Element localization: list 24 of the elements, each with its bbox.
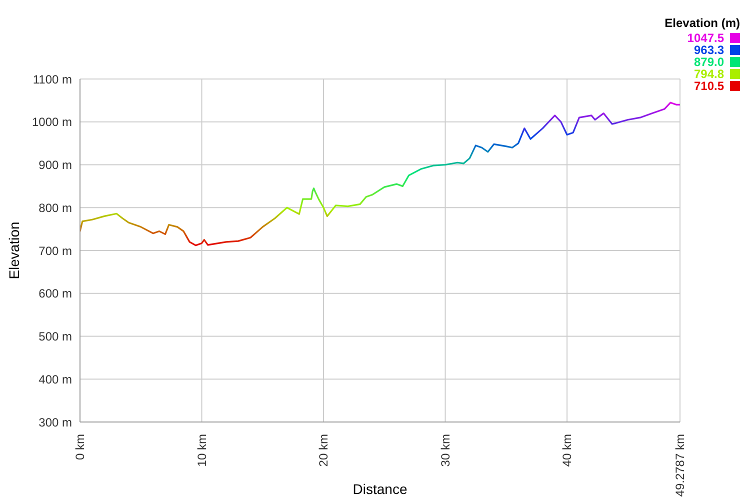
x-tick-label: 10 km: [194, 434, 209, 467]
x-tick-label: 30 km: [438, 434, 452, 467]
x-tick-label: 49.2787 km: [673, 434, 687, 497]
y-axis-title: Elevation: [6, 222, 22, 280]
color-bar-title: Elevation (m): [664, 16, 740, 30]
color-bar-label: 879.0: [694, 55, 724, 69]
y-tick-label: 900 m: [38, 158, 72, 172]
y-tick-label: 600 m: [38, 286, 72, 301]
line-series: [80, 102, 680, 246]
y-tick-label: 500 m: [38, 330, 72, 344]
y-tick-label: 1100 m: [32, 72, 72, 86]
color-bar-label: 963.3: [694, 43, 724, 57]
y-tick-label: 800 m: [38, 200, 72, 215]
color-bar-label: 710.5: [694, 79, 724, 93]
y-tick-label: 700 m: [38, 244, 72, 258]
y-tick-label: 300 m: [38, 415, 72, 430]
color-bar-label: 1047.5: [687, 31, 724, 45]
x-axis-title: Distance: [352, 481, 408, 497]
x-tick-label: 20 km: [316, 434, 331, 467]
y-tick-label: 400 m: [38, 372, 72, 386]
x-tick-label: 0 km: [73, 434, 87, 460]
x-tick-label: 40 km: [560, 434, 574, 467]
color-bar-label: 794.8: [694, 67, 724, 81]
y-tick-label: 1000 m: [32, 115, 72, 130]
